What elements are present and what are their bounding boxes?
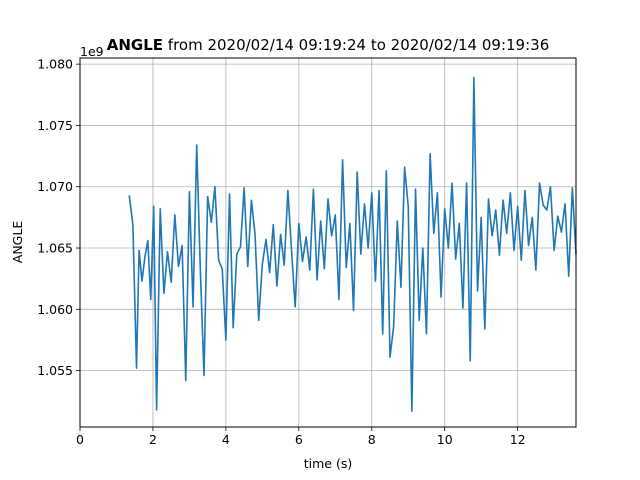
y-tick-label: 1.055 [37,363,73,378]
y-axis-label: ANGLE [10,221,25,264]
series-line [128,76,577,412]
x-axis: 0 2 4 6 8 10 12 [76,427,526,447]
grid-lines [79,58,576,427]
plot-area-frame [79,57,577,428]
x-tick-label: 2 [149,432,157,447]
chart-title-rest: from 2020/02/14 09:19:24 to 2020/02/14 0… [163,36,549,54]
y-axis: 1.055 1.060 1.065 1.070 1.075 1.080 [37,57,80,378]
data-series [128,76,577,412]
x-tick-label: 4 [222,432,230,447]
chart-title: ANGLE from 2020/02/14 09:19:24 to 2020/0… [107,36,550,54]
x-tick-label: 12 [510,432,526,447]
x-tick-label: 8 [368,432,376,447]
y-tick-label: 1.075 [37,118,73,133]
y-tick-label: 1.065 [37,241,73,256]
y-tick-label: 1.060 [37,302,73,317]
y-offset-label: 1e9 [80,44,104,59]
plot-area-background [80,58,576,427]
chart-title-bold: ANGLE [107,36,163,54]
x-tick-label: 6 [295,432,303,447]
x-tick-label: 0 [76,432,84,447]
x-axis-label: time (s) [304,456,352,471]
x-tick-label: 10 [437,432,453,447]
y-tick-label: 1.070 [37,179,73,194]
y-tick-label: 1.080 [37,57,73,72]
